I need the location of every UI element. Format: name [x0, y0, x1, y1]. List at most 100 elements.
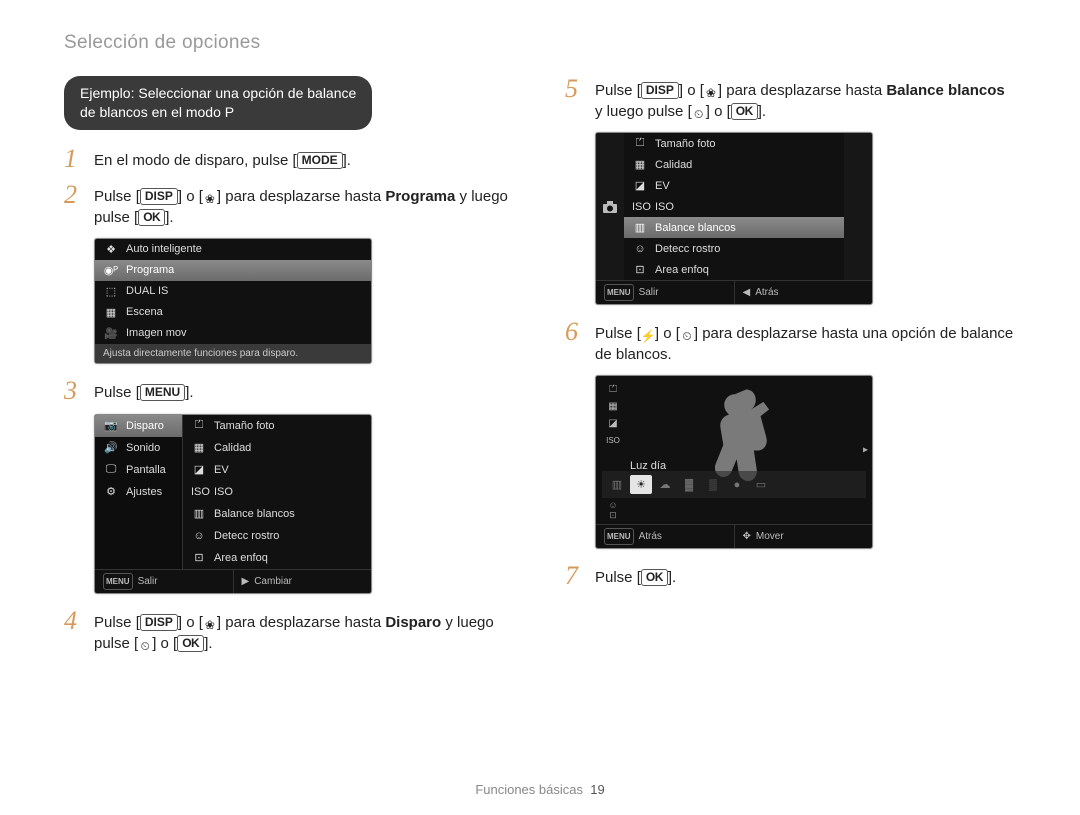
- text: ] o [: [655, 325, 680, 342]
- step-3: 3 Pulse [MENU].: [64, 378, 515, 404]
- menu-button-label: MENU: [140, 384, 185, 401]
- item-label: ISO: [214, 486, 233, 498]
- lcd-shoot-menu: ⏍Tamaño foto ▦Calidad ◪EV ISOISO ▥Balanc…: [595, 132, 873, 305]
- text: ] para desplazarse hasta: [718, 82, 886, 99]
- silhouette-image: [691, 378, 811, 483]
- item-label: Area enfoq: [655, 264, 709, 276]
- item-label: Auto inteligente: [126, 243, 202, 255]
- page-header: Selección de opciones: [64, 32, 1016, 54]
- list-item: ▦Escena: [95, 302, 371, 323]
- quality-icon: ▦: [604, 399, 622, 414]
- text: Pulse [: [94, 188, 140, 205]
- iso-icon: ISO: [604, 433, 622, 448]
- top-icon-stack: ⏍ ▦ ◪ ISO: [604, 382, 622, 448]
- text: ].: [185, 384, 193, 401]
- quality-icon: ▦: [191, 441, 207, 454]
- ok-button-label: OK: [138, 209, 165, 226]
- list-item: ☺Detecc rostro: [624, 238, 844, 259]
- item-label: ISO: [655, 201, 674, 213]
- camera-icon: 📷: [103, 419, 119, 432]
- timer-icon: ⏲: [680, 329, 694, 343]
- step-number: 1: [64, 146, 84, 172]
- list-item-selected: ◉ᴾPrograma: [95, 260, 371, 281]
- list-item: ▦Calidad: [183, 437, 371, 459]
- scene-icon: ▦: [103, 306, 119, 319]
- text: ] o [: [178, 614, 203, 631]
- dual-is-icon: ⬚: [103, 285, 119, 298]
- iso-icon: ISO: [191, 486, 207, 498]
- wb-fluor-l-icon: ▒: [702, 475, 724, 494]
- wb-icon: ▥: [191, 507, 207, 520]
- list-item-selected: ▥Balance blancos: [624, 217, 844, 238]
- disp-button-label: DISP: [140, 614, 178, 631]
- step-text: Pulse [OK].: [595, 563, 676, 589]
- footer-page: 19: [590, 782, 604, 797]
- size-icon: ⏍: [191, 419, 207, 432]
- step-text: Pulse [DISP] o [❀] para desplazarse hast…: [94, 608, 515, 654]
- tab-label: Ajustes: [126, 486, 162, 498]
- camera-icon: [602, 200, 618, 214]
- ok-button-label: OK: [177, 635, 204, 652]
- lcd-mode-menu: ❖Auto inteligente ◉ᴾPrograma ⬚DUAL IS ▦E…: [94, 238, 372, 364]
- list-item: ISO ISO: [183, 481, 371, 503]
- step-number: 5: [565, 76, 585, 122]
- text: ] o [: [706, 103, 731, 120]
- footer-label: Salir: [639, 287, 659, 298]
- step-text: Pulse [MENU].: [94, 378, 194, 404]
- list-item: 🎥 Imagen mov: [95, 323, 371, 344]
- menu-items: ⏍Tamaño foto ▦Calidad ◪EV ISOISO ▥Balanc…: [624, 133, 844, 280]
- step-number: 6: [565, 319, 585, 365]
- move-icon: ✥: [743, 531, 751, 542]
- target: Disparo: [385, 614, 441, 631]
- text: ] para desplazarse hasta: [217, 614, 385, 631]
- target: Balance blancos: [886, 82, 1004, 99]
- af-area-icon: ⊡: [191, 551, 207, 564]
- size-icon: ⏍: [632, 137, 648, 150]
- step-5: 5 Pulse [DISP ] o [ ❀] para desplazarse ha…: [565, 76, 1016, 122]
- ok-button-label: OK: [641, 569, 668, 586]
- target: Programa: [385, 188, 455, 205]
- outer-col-left: [596, 133, 624, 280]
- iso-icon: ISO: [632, 201, 648, 213]
- footer-label: Mover: [756, 531, 784, 542]
- arrow-left-icon: ◀: [743, 287, 751, 298]
- step-number: 3: [64, 378, 84, 404]
- content-columns: Ejemplo: Seleccionar una opción de balan…: [64, 76, 1016, 664]
- tab-label: Pantalla: [126, 464, 166, 476]
- text: ].: [343, 152, 351, 169]
- lcd-wb-select: ▸ ⏍ ▦ ◪ ISO Luz día ▥ ☀ ☁ ▓ ▒ ●: [595, 375, 873, 549]
- page-footer: Funciones básicas 19: [0, 782, 1080, 797]
- text: Pulse [: [94, 614, 140, 631]
- item-label: Imagen mov: [126, 327, 187, 339]
- step-text: Pulse [DISP ] o [ ❀] para desplazarse hast…: [595, 76, 1016, 122]
- camera-p-icon: ◉ᴾ: [103, 264, 119, 277]
- list-item: ▥Balance blancos: [183, 503, 371, 525]
- example-line1: Ejemplo: Seleccionar una opción de balan…: [80, 85, 356, 101]
- macro-icon: ❀: [203, 192, 217, 206]
- disp-button-label: DISP: [140, 188, 178, 205]
- movie-icon: 🎥: [103, 327, 119, 340]
- disp-button-label: DISP: [641, 82, 679, 99]
- item-label: Tamaño foto: [655, 138, 716, 150]
- af-area-icon: ⊡: [604, 510, 622, 519]
- wb-custom-icon: ▭: [750, 475, 772, 494]
- tab-selected: 📷Disparo: [95, 415, 182, 437]
- macro-icon: ❀: [704, 86, 718, 100]
- size-icon: ⏍: [604, 382, 622, 397]
- footer-label: Cambiar: [254, 576, 292, 587]
- text: ].: [204, 635, 212, 652]
- flash-icon: ⚡: [641, 329, 655, 343]
- text: ] o [: [152, 635, 177, 652]
- list-item: ⊡Area enfoq: [183, 547, 371, 569]
- face-icon: ☺: [632, 243, 648, 255]
- list-item: ◪EV: [183, 459, 371, 481]
- display-icon: 🖵: [103, 463, 119, 476]
- lcd-footer: MENUSalir ◀Atrás: [596, 280, 872, 304]
- footer-section: Funciones básicas: [475, 782, 583, 797]
- list-item: ▦Calidad: [624, 154, 844, 175]
- step-number: 4: [64, 608, 84, 654]
- gear-icon: ⚙: [103, 485, 119, 498]
- list-item: ❖Auto inteligente: [95, 239, 371, 260]
- text: Pulse [: [595, 82, 641, 99]
- lcd-description: Ajusta directamente funciones para dispa…: [95, 344, 371, 363]
